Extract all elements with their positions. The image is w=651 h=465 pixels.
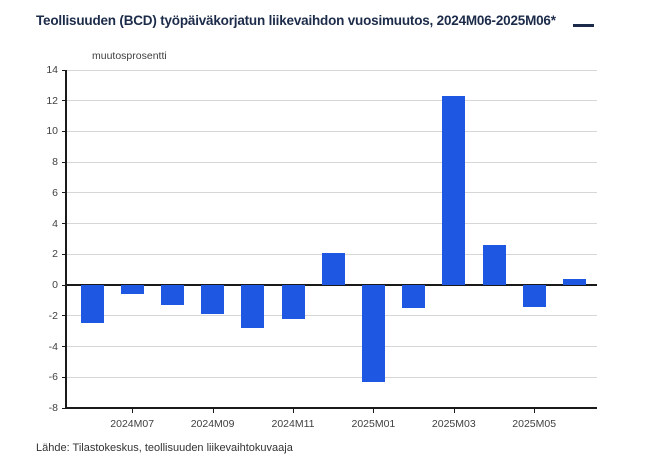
bar-2024M07[interactable] [120,285,144,295]
y-axis-label: 0 [52,279,58,292]
y-axis-label: -6 [48,371,58,384]
gridline [66,130,597,132]
x-axis-tick [453,408,455,413]
y-axis-label: 8 [52,156,58,169]
x-axis-label: 2024M11 [271,418,315,430]
x-axis-label: 2024M07 [110,418,155,430]
bar-2025M03[interactable] [442,96,466,286]
y-axis-tick [62,69,66,71]
y-axis-tick [62,100,66,102]
x-axis-label: 2025M01 [351,418,396,430]
x-axis-tick [534,408,536,413]
gridline [66,192,597,194]
x-axis-tick [212,408,214,413]
bar-2025M05[interactable] [522,285,546,307]
y-axis-label: 4 [52,217,58,230]
y-axis-tick [62,130,66,132]
y-axis-label: -4 [48,340,58,353]
y-axis-label: -8 [48,402,58,414]
bar-2025M01[interactable] [361,285,385,382]
y-axis-tick [62,161,66,163]
y-axis-tick [62,192,66,194]
bar-2025M06[interactable] [562,278,586,286]
chart-title: Teollisuuden (BCD) työpäiväkorjatun liik… [36,13,556,28]
bar-2025M04[interactable] [482,245,506,286]
y-axis-label: -2 [48,309,58,322]
y-axis-tick [62,223,66,225]
x-axis-tick [293,408,294,413]
y-axis-tick [62,376,66,378]
source-note: Lähde: Tilastokeskus, teollisuuden liike… [36,442,293,454]
bar-2025M02[interactable] [402,285,426,309]
y-axis-label: 14 [46,64,58,76]
zero-line [66,284,597,287]
y-axis-unit-label: muutosprosentti [92,50,167,62]
y-axis-label: 10 [46,125,58,138]
y-axis-label: 2 [52,248,58,261]
gridline [66,223,597,225]
y-axis-tick [62,407,66,409]
bar-2024M12[interactable] [321,252,345,286]
x-axis-tick [132,408,134,413]
y-axis-tick [62,253,66,255]
y-axis-tick [62,284,66,286]
bar-2024M11[interactable] [281,285,305,319]
y-axis-label: 12 [46,94,58,107]
gridline [66,69,597,71]
gridline [66,376,597,378]
x-axis-label: 2025M03 [431,418,476,430]
y-axis-label: 6 [52,186,58,199]
bar-2024M10[interactable] [241,285,265,329]
chart-menu-button[interactable] [571,11,597,37]
gridline [66,315,597,317]
y-axis-line [65,70,67,408]
x-axis-line [66,407,597,409]
bar-2024M08[interactable] [160,285,184,306]
gridline [66,346,597,348]
bar-2024M06[interactable] [80,285,104,324]
y-axis-tick [62,346,66,348]
gridline [66,100,597,102]
x-axis-label: 2024M09 [190,418,235,430]
x-axis-label: 2025M05 [512,418,557,430]
bar-2024M09[interactable] [201,285,225,315]
gridline [66,161,597,163]
y-axis-tick [62,315,66,317]
x-axis-tick [373,408,375,413]
